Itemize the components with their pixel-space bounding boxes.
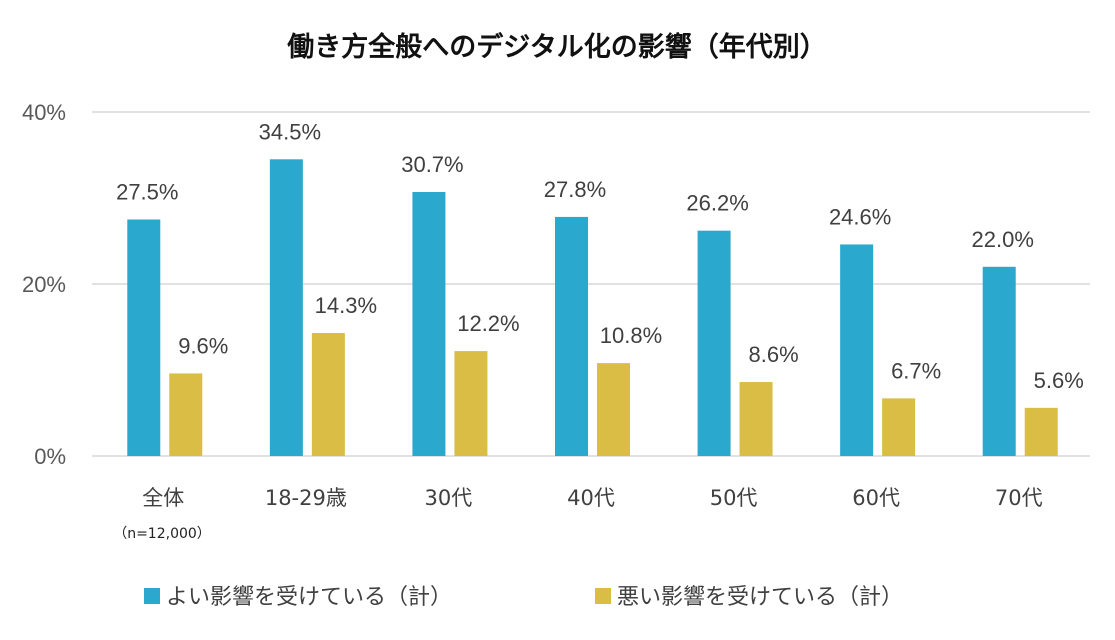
bar-series2-50代 <box>739 382 773 456</box>
bar-series2-70代 <box>1024 407 1058 456</box>
bar-series1-70代 <box>982 266 1016 456</box>
data-label-series2: 12.2% <box>457 311 519 336</box>
legend: よい影響を受けている（計） 悪い影響を受けている（計） <box>144 585 903 610</box>
data-label-series1: 26.2% <box>686 191 748 216</box>
bar-series2-30代 <box>454 351 488 456</box>
x-tick-label: 30代 <box>425 486 473 510</box>
y-tick-label: 0% <box>34 444 66 469</box>
sample-size-note: （n=12,000） <box>113 526 211 542</box>
bar-series2-18-29歳 <box>311 333 345 456</box>
data-label-series2: 10.8% <box>600 323 662 348</box>
chart-title: 働き方全般へのデジタル化の影響（年代別） <box>287 31 826 63</box>
data-label-series2: 9.6% <box>178 333 228 358</box>
y-tick-label: 20% <box>22 272 66 297</box>
x-tick-label: 18-29歳 <box>265 486 347 510</box>
data-label-series1: 27.8% <box>544 177 606 202</box>
data-label-series1: 24.6% <box>829 204 891 229</box>
bar-series1-30代 <box>412 191 446 457</box>
bar-series1-60代 <box>840 244 874 456</box>
y-tick-label: 40% <box>22 100 66 125</box>
data-label-series1: 27.5% <box>116 180 178 205</box>
data-label-series1: 22.0% <box>972 227 1034 252</box>
bar-series2-60代 <box>882 398 916 456</box>
x-tick-label: 60代 <box>852 486 900 510</box>
legend-label-series1: よい影響を受けている（計） <box>166 585 452 610</box>
x-axis: 全体 18-29歳 30代 40代 50代 60代 70代 <box>142 486 1042 510</box>
data-label-series2: 8.6% <box>748 342 798 367</box>
bar-series1-18-29歳 <box>269 159 303 457</box>
bar-series1-50代 <box>697 230 731 456</box>
x-tick-label: 70代 <box>995 486 1043 510</box>
bars: 27.5% 9.6% 34.5% 14.3% 30.7% 12.2% 27.8% 10.8% 2… <box>116 119 1084 457</box>
x-tick-label: 全体 <box>142 486 184 510</box>
data-label-series2: 14.3% <box>315 293 377 318</box>
legend-swatch-series2 <box>595 588 611 604</box>
data-label-series1: 30.7% <box>401 152 463 177</box>
legend-label-series2: 悪い影響を受けている（計） <box>617 585 903 610</box>
x-tick-label: 50代 <box>710 486 758 510</box>
bar-series1-全体 <box>127 219 161 456</box>
data-label-series1: 34.5% <box>259 119 321 144</box>
legend-swatch-series1 <box>144 588 160 604</box>
y-axis: 0% 20% 40% <box>22 100 66 469</box>
data-label-series2: 5.6% <box>1034 368 1084 393</box>
gridlines <box>92 111 1090 457</box>
data-label-series2: 6.7% <box>891 358 941 383</box>
x-tick-label: 40代 <box>567 486 615 510</box>
bar-series1-40代 <box>555 216 588 456</box>
bar-series2-全体 <box>169 373 203 456</box>
bar-series2-40代 <box>597 363 630 456</box>
